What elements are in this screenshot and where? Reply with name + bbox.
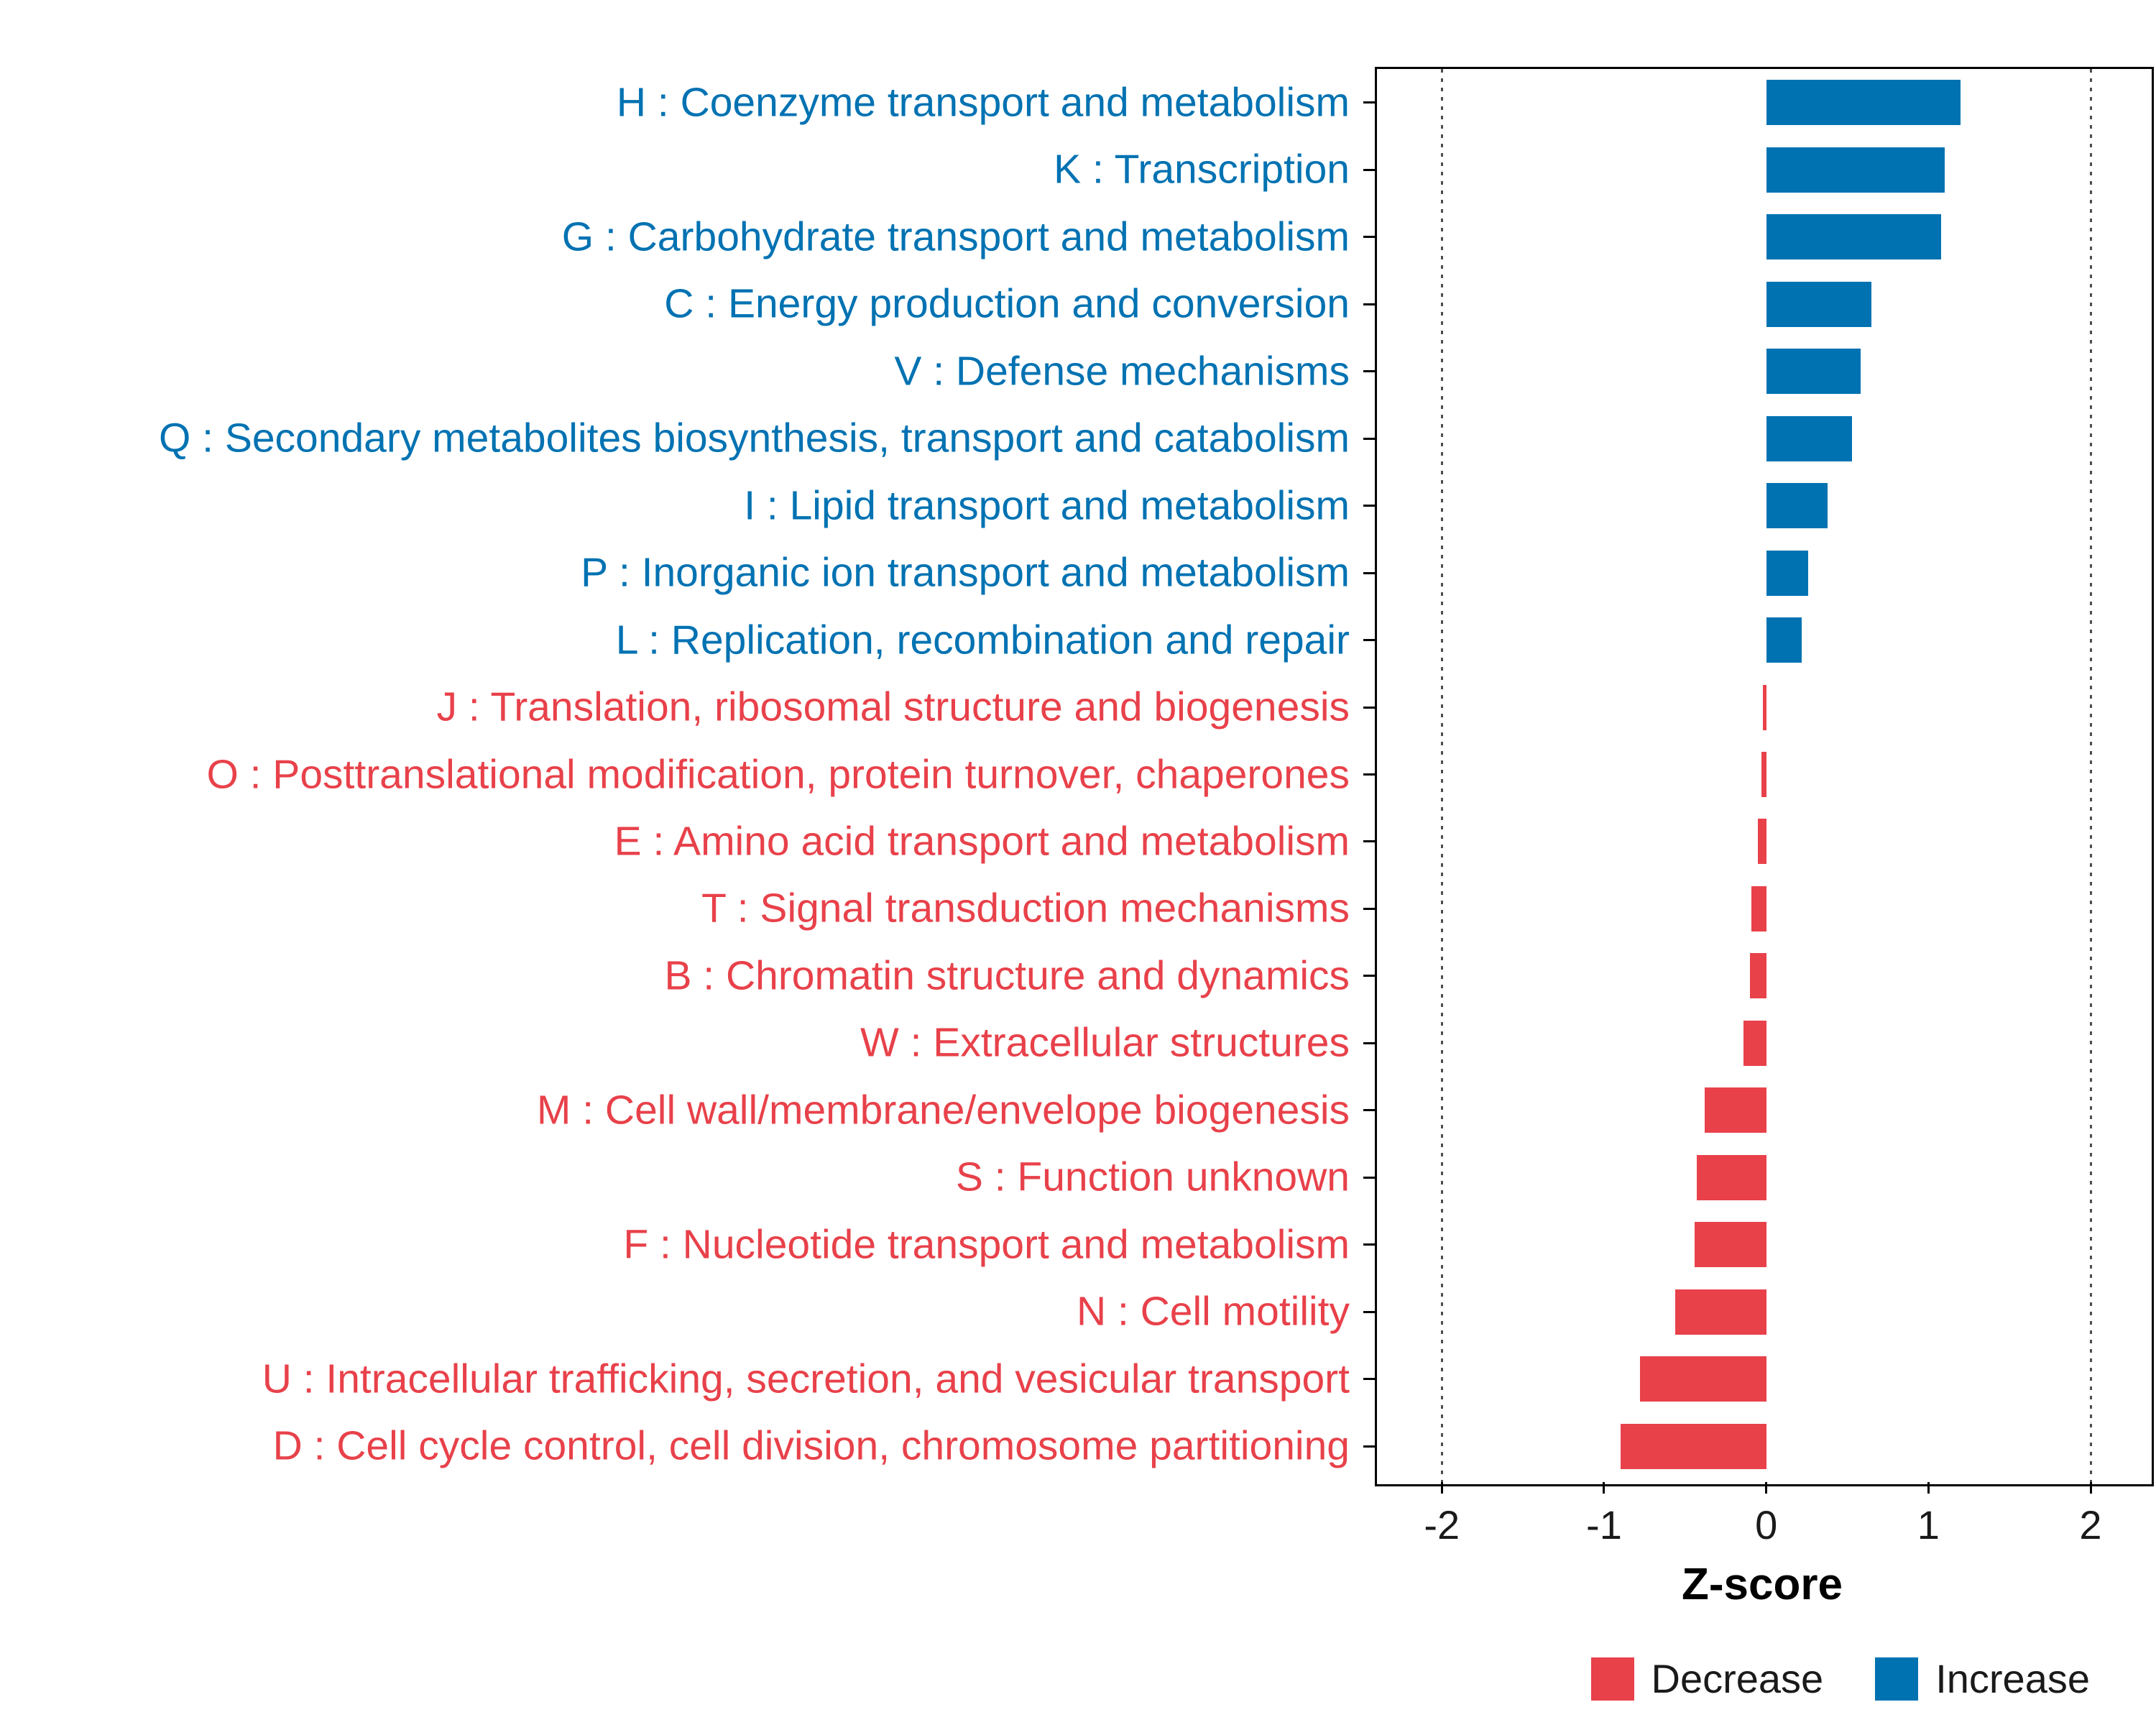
category-label-H: H : Coenzyme transport and metabolism <box>616 79 1350 126</box>
x-tick-label: 0 <box>1755 1502 1778 1547</box>
category-label-N: N : Cell motility <box>1076 1288 1350 1335</box>
y-tick <box>1363 370 1375 373</box>
legend-label: Decrease <box>1651 1656 1824 1701</box>
bar-J <box>1763 684 1766 730</box>
y-tick <box>1363 101 1375 104</box>
category-label-C: C : Energy production and conversion <box>664 280 1350 327</box>
bar-V <box>1766 349 1861 395</box>
legend-item-increase: Increase <box>1875 1657 2090 1701</box>
y-tick <box>1363 1445 1375 1448</box>
category-label-I: I : Lipid transport and metabolism <box>744 482 1350 529</box>
bar-I <box>1766 483 1828 529</box>
y-tick <box>1363 840 1375 843</box>
category-label-P: P : Inorganic ion transport and metaboli… <box>581 549 1350 596</box>
bar-N <box>1675 1289 1766 1335</box>
legend-item-decrease: Decrease <box>1590 1656 1824 1701</box>
category-label-W: W : Extracellular structures <box>860 1019 1350 1066</box>
reference-line-x-2 <box>2089 69 2092 1484</box>
y-tick <box>1363 773 1375 776</box>
category-label-J: J : Translation, ribosomal structure and… <box>436 684 1350 730</box>
bar-H <box>1766 80 1961 126</box>
x-tick-label: 1 <box>1917 1502 1940 1547</box>
bar-M <box>1704 1087 1766 1133</box>
x-tick-label: -2 <box>1424 1502 1460 1547</box>
y-tick <box>1363 236 1375 239</box>
bar-O <box>1761 752 1766 797</box>
y-tick <box>1363 1243 1375 1246</box>
y-tick <box>1363 907 1375 910</box>
bar-L <box>1766 617 1802 663</box>
category-label-M: M : Cell wall/membrane/envelope biogenes… <box>536 1087 1350 1133</box>
category-label-L: L : Replication, recombination and repai… <box>615 617 1350 663</box>
bar-T <box>1751 886 1766 932</box>
legend-swatch-decrease <box>1590 1657 1634 1701</box>
y-tick <box>1363 975 1375 978</box>
y-tick <box>1363 1176 1375 1179</box>
bar-W <box>1743 1020 1766 1066</box>
category-label-B: B : Chromatin structure and dynamics <box>664 952 1350 999</box>
category-label-E: E : Amino acid transport and metabolism <box>614 818 1350 865</box>
bar-S <box>1696 1154 1766 1200</box>
x-tick-label: 2 <box>2079 1502 2102 1547</box>
legend-label: Increase <box>1935 1656 2090 1701</box>
y-tick <box>1363 1109 1375 1112</box>
category-label-U: U : Intracellular trafficking, secretion… <box>262 1356 1350 1402</box>
bar-B <box>1750 953 1766 999</box>
category-label-F: F : Nucleotide transport and metabolism <box>623 1221 1350 1268</box>
x-axis-title: Z-score <box>1682 1560 1843 1609</box>
y-tick <box>1363 1310 1375 1313</box>
legend-swatch-increase <box>1875 1657 1919 1701</box>
y-tick <box>1363 505 1375 507</box>
category-label-V: V : Defense mechanisms <box>894 348 1350 395</box>
bar-E <box>1758 819 1766 865</box>
category-label-D: D : Cell cycle control, cell division, c… <box>272 1422 1350 1469</box>
category-label-T: T : Signal transduction mechanisms <box>701 885 1350 932</box>
category-label-Q: Q : Secondary metabolites biosynthesis, … <box>158 415 1350 461</box>
reference-line-x--2 <box>1440 69 1443 1484</box>
y-tick <box>1363 1378 1375 1381</box>
bar-K <box>1766 147 1945 193</box>
category-label-G: G : Carbohydrate transport and metabolis… <box>561 213 1350 260</box>
legend: Decrease Increase <box>1590 1656 2090 1701</box>
bar-D <box>1620 1423 1766 1469</box>
category-label-S: S : Function unknown <box>955 1154 1350 1200</box>
bar-F <box>1695 1222 1766 1268</box>
y-tick <box>1363 706 1375 709</box>
y-tick <box>1363 1041 1375 1044</box>
bar-P <box>1766 550 1809 596</box>
plot-panel <box>1375 67 2154 1486</box>
bar-G <box>1766 214 1942 260</box>
bar-U <box>1639 1356 1766 1402</box>
category-label-O: O : Posttranslational modification, prot… <box>206 751 1350 797</box>
bar-Q <box>1766 415 1853 461</box>
y-tick <box>1363 639 1375 642</box>
y-tick <box>1363 168 1375 171</box>
x-tick-label: -1 <box>1586 1502 1622 1547</box>
category-label-K: K : Transcription <box>1054 146 1350 193</box>
y-tick <box>1363 303 1375 305</box>
bar-C <box>1766 281 1872 327</box>
y-tick <box>1363 437 1375 440</box>
y-tick <box>1363 571 1375 574</box>
